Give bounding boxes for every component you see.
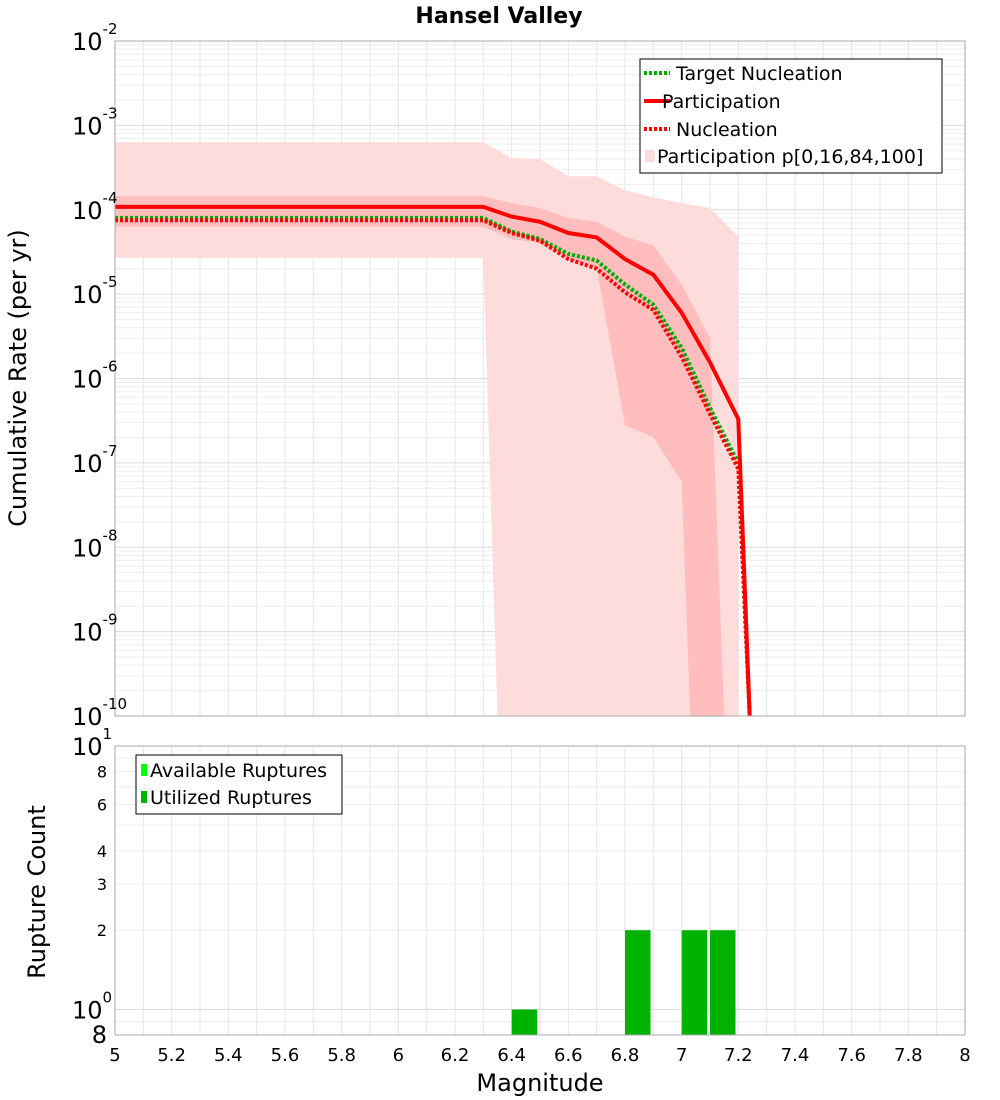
top-y-tick-label: 10-2 <box>72 20 118 56</box>
x-tick-label: 5.6 <box>271 1045 300 1066</box>
x-tick-label: 8 <box>959 1045 970 1066</box>
top-y-ticks: 10-10 10-9 10-8 10-7 10-6 10-5 10-4 10-3 10-2 <box>72 20 127 731</box>
x-tick-label: 5.2 <box>157 1045 186 1066</box>
bar-utilized <box>681 930 708 1035</box>
legend-swatch-band <box>645 150 655 162</box>
x-tick-label: 6.2 <box>441 1045 470 1066</box>
x-tick-label: 7.2 <box>724 1045 753 1066</box>
top-y-tick-label: 10-7 <box>72 442 118 478</box>
x-tick-label: 7.8 <box>894 1045 923 1066</box>
bar-utilized <box>710 930 736 1035</box>
legend-swatch <box>141 764 147 776</box>
x-tick-label: 7 <box>676 1045 687 1066</box>
bottom-y-tick-label: 8 <box>97 763 107 782</box>
top-y-tick-label: 10-3 <box>72 104 118 140</box>
bar-utilized <box>625 930 651 1035</box>
bottom-x-ticks: 5 5.2 5.4 5.6 5.8 6 6.2 6.4 6.6 6.8 7 7.2 7.4 7.6 7.8 8 <box>109 1045 970 1066</box>
bottom-y-tick-label: 100 <box>72 988 112 1024</box>
top-legend: Target Nucleation Participation Nucleation… <box>639 58 943 174</box>
series-participation <box>115 204 752 717</box>
x-tick-label: 7.4 <box>781 1045 810 1066</box>
top-y-tick-label: 10-10 <box>72 695 127 731</box>
x-tick-label: 5.4 <box>214 1045 243 1066</box>
x-tick-label: 5.8 <box>327 1045 356 1066</box>
legend-label: Available Ruptures <box>150 760 327 782</box>
x-tick-label: 6 <box>393 1045 404 1066</box>
legend-label: Utilized Ruptures <box>150 787 312 809</box>
legend-label: Target Nucleation <box>675 63 843 85</box>
bottom-y-axis-label: Rupture Count <box>23 805 51 979</box>
top-y-tick-label: 10-5 <box>72 273 118 309</box>
x-tick-label: 6.4 <box>497 1045 526 1066</box>
top-y-tick-label: 10-9 <box>72 611 118 647</box>
bottom-y-tick-label: 101 <box>72 725 112 761</box>
legend-label: Participation <box>662 91 781 113</box>
top-y-tick-label: 10-4 <box>72 189 118 225</box>
x-tick-label: 6.6 <box>554 1045 583 1066</box>
x-tick-label: 6.8 <box>611 1045 640 1066</box>
top-legend-box <box>639 58 943 174</box>
series-target-nucleation <box>115 215 752 717</box>
series-nucleation <box>115 218 752 717</box>
bottom-y-tick-label: 4 <box>97 842 107 861</box>
bottom-legend-box <box>135 754 343 815</box>
bottom-legend: Available Ruptures Utilized Ruptures <box>135 754 343 815</box>
legend-swatch <box>141 791 147 803</box>
bottom-y-tick-label: 8 <box>92 1021 107 1049</box>
legend-label: Nucleation <box>676 119 778 141</box>
band-0-100 <box>115 142 739 717</box>
top-y-axis-label: Cumulative Rate (per yr) <box>4 229 32 527</box>
top-bands <box>115 142 739 717</box>
chart-title: Hansel Valley <box>415 4 582 29</box>
x-axis-label: Magnitude <box>476 1069 603 1097</box>
bottom-grid <box>114 746 966 1035</box>
x-tick-label: 5 <box>109 1045 120 1066</box>
legend-label: Participation p[0,16,84,100] <box>657 146 923 168</box>
top-y-tick-label: 10-8 <box>72 526 118 562</box>
bar-utilized <box>511 1009 538 1035</box>
bottom-plot-frame <box>114 745 966 1036</box>
bottom-y-tick-label: 6 <box>97 795 107 814</box>
top-y-tick-label: 10-6 <box>72 358 118 394</box>
x-tick-label: 7.6 <box>837 1045 866 1066</box>
top-lines <box>115 204 752 717</box>
bottom-y-tick-label: 3 <box>97 875 107 894</box>
bottom-bars <box>511 930 736 1035</box>
top-plot-frame <box>114 40 966 717</box>
bottom-y-tick-label: 2 <box>97 921 107 940</box>
